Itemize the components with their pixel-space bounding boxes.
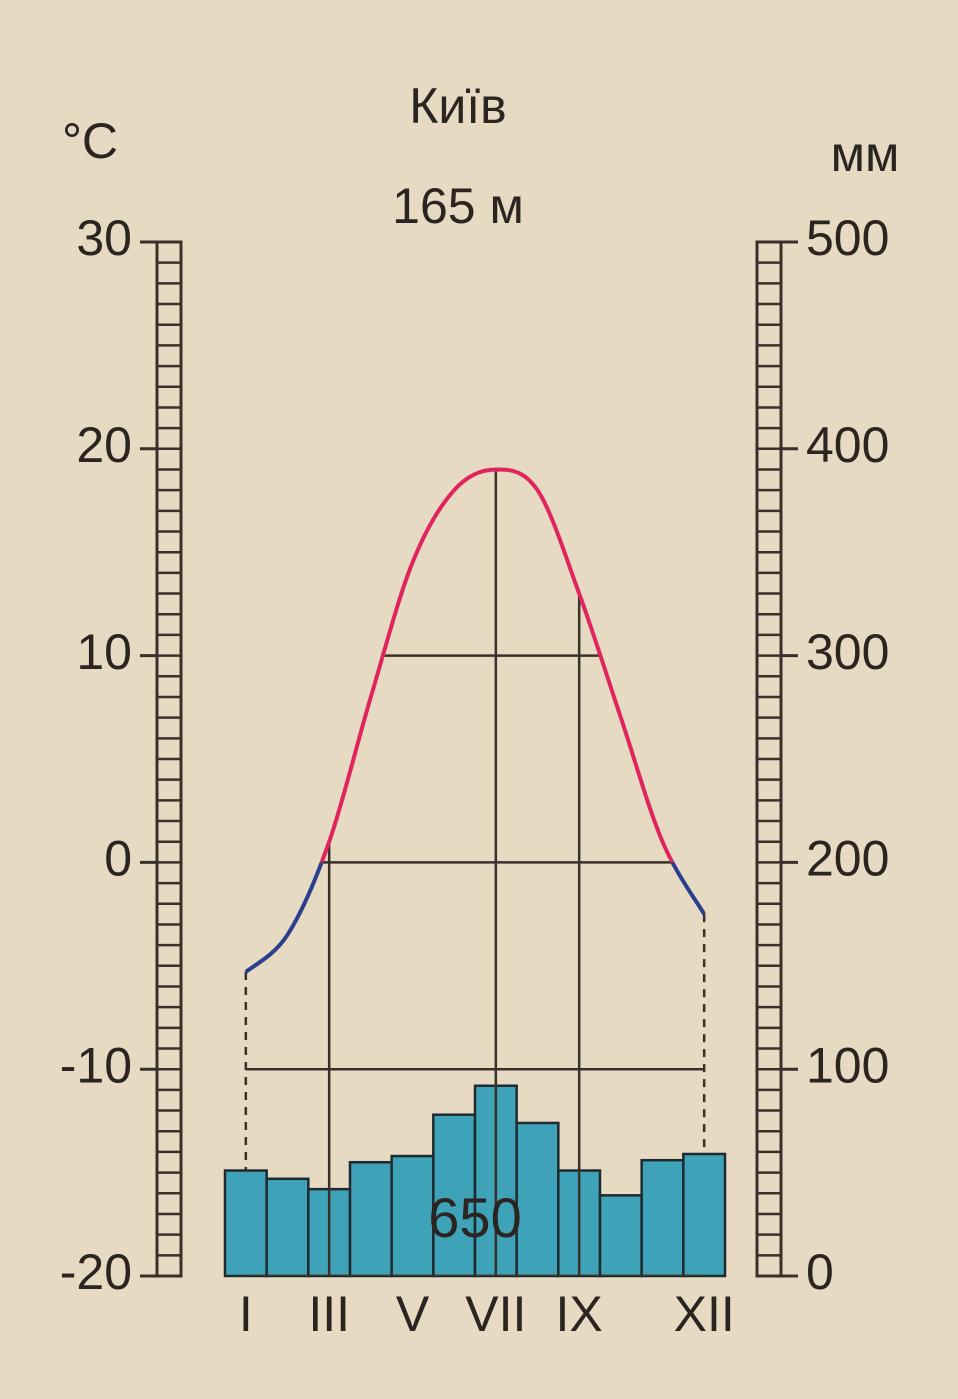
x-tick-label: V xyxy=(396,1286,430,1342)
y-axis-label: °C xyxy=(62,113,118,169)
precipitation-bar xyxy=(515,1121,560,1278)
y-tick-label: 30 xyxy=(76,210,132,266)
precipitation-bar xyxy=(223,1169,268,1278)
precipitation-bar xyxy=(682,1152,727,1278)
y2-axis-label: мм xyxy=(831,126,900,182)
precipitation-bar xyxy=(598,1194,643,1278)
y2-tick-label: 500 xyxy=(806,210,889,266)
y-tick-label: 20 xyxy=(76,417,132,473)
temperature-line xyxy=(319,467,675,863)
x-tick-label: VII xyxy=(465,1286,526,1342)
y-tick-label: 0 xyxy=(104,831,132,887)
x-tick-label: IX xyxy=(556,1286,603,1342)
y2-tick-label: 100 xyxy=(806,1037,889,1093)
y2-tick-label: 400 xyxy=(806,417,889,473)
chart-subtitle: 165 м xyxy=(392,178,524,234)
precipitation-bar xyxy=(348,1161,393,1278)
chart-title: Київ xyxy=(409,78,507,134)
x-tick-label: XII xyxy=(674,1286,735,1342)
y2-tick-label: 200 xyxy=(806,831,889,887)
precipitation-bar xyxy=(265,1177,310,1278)
precipitation-bar xyxy=(390,1154,435,1278)
y-tick-label: 10 xyxy=(76,624,132,680)
y2-tick-label: 0 xyxy=(806,1244,834,1300)
y-tick-label: -20 xyxy=(60,1244,132,1300)
x-tick-label: III xyxy=(308,1286,350,1342)
y-tick-label: -10 xyxy=(60,1037,132,1093)
x-tick-label: I xyxy=(239,1286,253,1342)
precipitation-bar xyxy=(640,1158,685,1278)
y2-tick-label: 300 xyxy=(806,624,889,680)
precipitation-total: 650 xyxy=(428,1186,521,1249)
